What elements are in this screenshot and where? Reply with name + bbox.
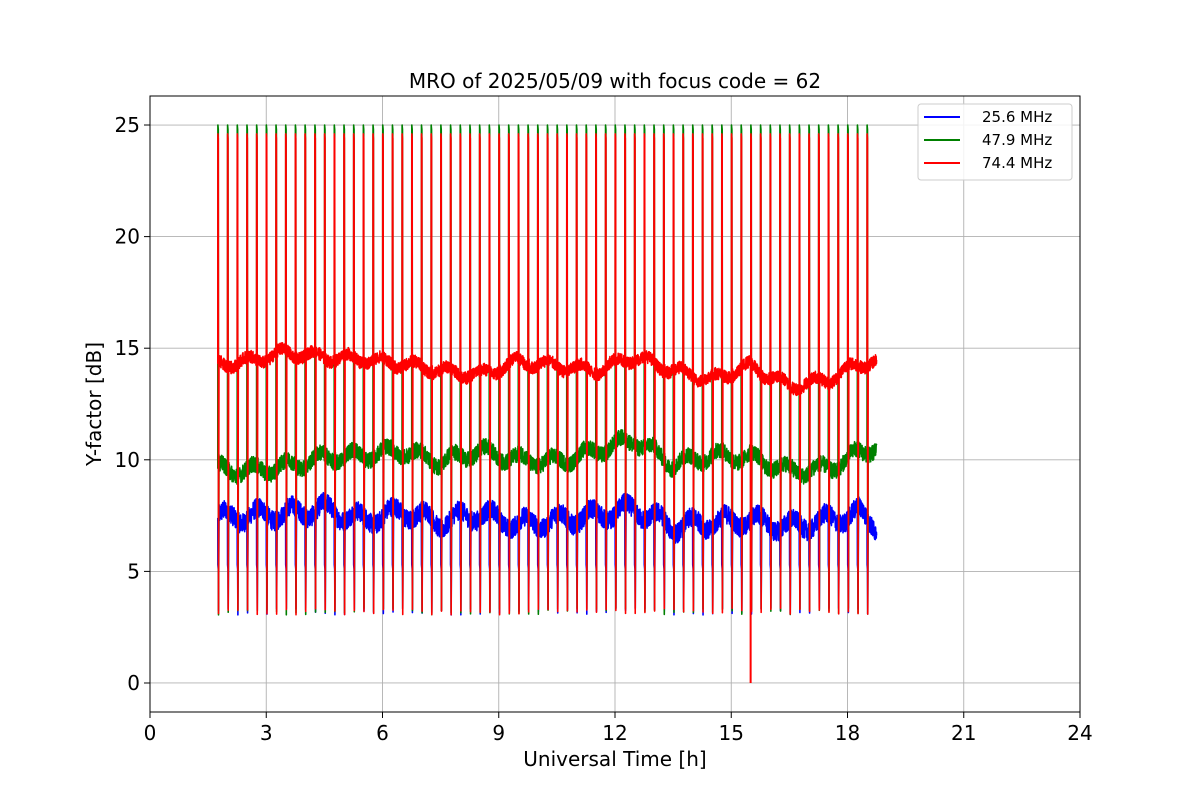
series-lines — [217, 124, 878, 683]
x-tick-label: 21 — [951, 721, 976, 745]
x-tick-label: 15 — [719, 721, 744, 745]
x-tick-label: 6 — [376, 721, 389, 745]
y-tick-label: 0 — [127, 671, 140, 695]
x-tick-label: 9 — [492, 721, 505, 745]
y-tick-label: 20 — [115, 225, 140, 249]
chart-title: MRO of 2025/05/09 with focus code = 62 — [409, 69, 821, 93]
y-axis-title: Y-factor [dB] — [82, 342, 106, 467]
legend-label-74-4: 74.4 MHz — [982, 154, 1052, 172]
axis-ticks: 0 3 6 9 12 15 18 21 24 0 5 10 15 20 25 — [115, 113, 1093, 745]
legend: 25.6 MHz 47.9 MHz 74.4 MHz — [917, 103, 1073, 181]
y-tick-label: 15 — [115, 336, 140, 360]
x-axis-title: Universal Time [h] — [523, 747, 706, 771]
x-tick-label: 0 — [144, 721, 157, 745]
x-tick-label: 18 — [835, 721, 860, 745]
legend-label-25-6: 25.6 MHz — [982, 108, 1052, 126]
y-tick-label: 5 — [127, 559, 140, 583]
y-tick-label: 25 — [115, 113, 140, 137]
legend-label-47-9: 47.9 MHz — [982, 131, 1052, 149]
series-line-74-4-mhz — [217, 133, 878, 616]
x-tick-label: 12 — [602, 721, 627, 745]
x-tick-label: 24 — [1067, 721, 1092, 745]
legend-frame — [917, 103, 1073, 181]
y-tick-label: 10 — [115, 448, 140, 472]
series-line-25-6-mhz — [217, 491, 878, 616]
x-tick-label: 3 — [260, 721, 273, 745]
